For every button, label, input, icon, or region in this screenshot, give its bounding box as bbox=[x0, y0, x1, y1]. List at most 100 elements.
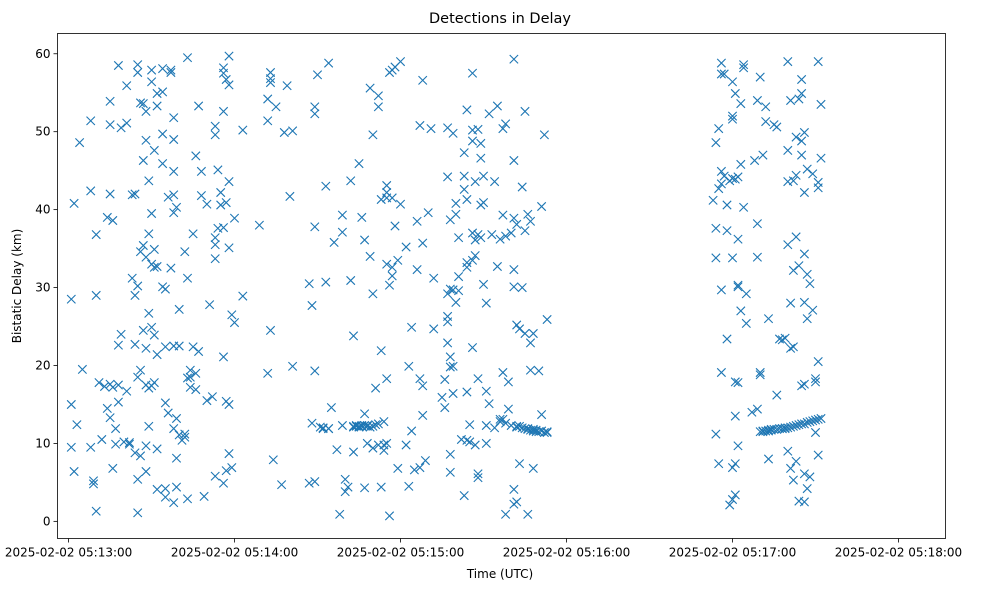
data-point bbox=[799, 419, 809, 429]
data-point bbox=[368, 443, 378, 453]
data-point bbox=[799, 379, 809, 389]
data-point bbox=[750, 155, 760, 166]
data-point bbox=[224, 399, 234, 410]
data-point bbox=[324, 58, 334, 68]
data-point bbox=[714, 459, 724, 469]
data-point bbox=[802, 164, 812, 174]
data-point bbox=[478, 279, 489, 289]
data-point bbox=[163, 408, 173, 418]
data-point bbox=[451, 209, 461, 219]
data-point bbox=[191, 368, 201, 378]
data-point bbox=[462, 194, 472, 205]
data-point bbox=[727, 111, 738, 121]
data-point bbox=[498, 367, 508, 378]
data-point bbox=[210, 233, 220, 243]
data-point bbox=[160, 284, 170, 294]
data-point bbox=[733, 282, 743, 292]
data-point bbox=[158, 129, 168, 139]
data-point bbox=[99, 381, 110, 392]
data-point bbox=[329, 237, 339, 247]
data-point bbox=[539, 427, 549, 438]
data-point bbox=[69, 198, 79, 208]
data-point bbox=[166, 65, 176, 75]
data-point bbox=[761, 102, 771, 112]
data-point bbox=[739, 63, 749, 73]
data-point bbox=[174, 430, 184, 440]
y-tick-label: 40 bbox=[35, 203, 50, 217]
data-point bbox=[152, 88, 162, 99]
data-point bbox=[454, 272, 464, 282]
data-point bbox=[324, 424, 334, 434]
data-point bbox=[202, 396, 212, 406]
data-point bbox=[360, 409, 370, 419]
data-point bbox=[77, 364, 87, 374]
data-point bbox=[802, 269, 812, 279]
data-point bbox=[160, 342, 170, 352]
data-point bbox=[265, 325, 276, 335]
data-point bbox=[791, 132, 801, 142]
data-point bbox=[788, 475, 798, 485]
data-point bbox=[810, 427, 821, 438]
data-point bbox=[321, 181, 331, 191]
data-point bbox=[711, 253, 721, 263]
y-tick-label: 60 bbox=[35, 47, 50, 61]
data-point bbox=[470, 235, 480, 245]
data-point bbox=[133, 281, 143, 291]
data-point bbox=[445, 449, 455, 459]
data-point bbox=[542, 314, 552, 325]
data-point bbox=[133, 60, 143, 70]
data-point bbox=[523, 209, 533, 219]
data-point bbox=[443, 338, 453, 348]
data-point bbox=[429, 324, 439, 334]
data-point bbox=[473, 469, 483, 479]
data-point bbox=[310, 109, 320, 119]
data-point bbox=[459, 184, 469, 194]
data-point bbox=[783, 446, 793, 456]
data-point bbox=[512, 421, 522, 431]
data-point bbox=[786, 298, 796, 308]
data-point bbox=[777, 335, 787, 345]
data-point bbox=[326, 403, 336, 413]
data-point bbox=[437, 392, 447, 402]
data-point bbox=[371, 420, 381, 430]
data-point bbox=[509, 213, 519, 223]
data-point bbox=[481, 386, 491, 396]
data-point bbox=[395, 199, 406, 209]
data-point bbox=[368, 289, 378, 299]
data-point bbox=[218, 352, 229, 362]
data-point bbox=[138, 99, 148, 109]
data-point bbox=[440, 403, 450, 413]
data-point bbox=[440, 374, 450, 385]
data-point bbox=[451, 198, 461, 208]
data-point bbox=[509, 155, 519, 166]
data-point bbox=[265, 74, 276, 84]
data-point bbox=[420, 456, 430, 466]
data-point bbox=[332, 445, 342, 455]
data-point bbox=[224, 243, 234, 253]
data-point bbox=[816, 99, 826, 109]
data-point bbox=[794, 261, 804, 271]
data-point bbox=[736, 306, 746, 316]
data-point bbox=[163, 192, 173, 202]
data-point bbox=[802, 484, 812, 494]
data-point bbox=[315, 422, 325, 432]
data-point bbox=[141, 466, 151, 477]
data-point bbox=[216, 187, 226, 198]
data-point bbox=[484, 399, 494, 409]
data-point bbox=[111, 424, 121, 434]
data-point bbox=[730, 377, 740, 387]
data-point bbox=[130, 339, 140, 349]
data-point bbox=[786, 422, 796, 432]
data-point bbox=[492, 261, 502, 272]
data-point bbox=[169, 134, 179, 145]
data-point bbox=[188, 229, 198, 239]
data-point bbox=[373, 91, 383, 101]
data-point bbox=[340, 487, 350, 497]
data-point bbox=[395, 57, 406, 67]
data-point bbox=[382, 180, 392, 191]
data-point bbox=[69, 466, 79, 477]
data-point bbox=[501, 119, 511, 129]
data-point bbox=[271, 102, 281, 112]
data-point bbox=[481, 298, 491, 308]
data-point bbox=[813, 357, 823, 367]
